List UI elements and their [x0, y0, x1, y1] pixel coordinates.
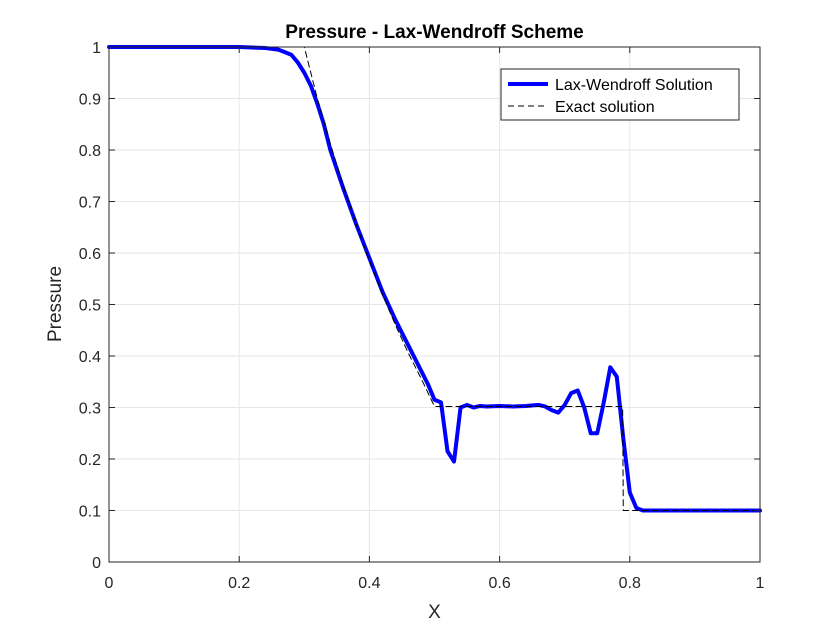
legend-box [500, 68, 740, 121]
y-tick-label: 0.9 [79, 92, 101, 109]
x-axis-label: X [428, 602, 441, 623]
y-axis: 0 0.1 0.2 0.3 0.4 0.5 0.6 0.7 0.8 0.9 1 [79, 40, 760, 572]
y-tick-label: 0.3 [79, 401, 101, 418]
series-layer [107, 45, 762, 513]
x-tick-label: 0.8 [619, 575, 641, 592]
y-tick-label: 0.6 [79, 246, 101, 263]
x-tick-label: 0.2 [228, 575, 250, 592]
y-tick-label: 0.1 [79, 504, 101, 521]
y-tick-label: 0 [92, 555, 101, 572]
y-tick-label: 1 [92, 40, 101, 57]
legend-label-lax-wendroff: Lax-Wendroff Solution [555, 77, 713, 94]
legend-label-exact-solution: Exact solution [555, 99, 655, 116]
legend: Lax-Wendroff Solution Exact solution [500, 68, 740, 121]
y-tick-label: 0.7 [79, 195, 101, 212]
x-tick-label: 1 [756, 575, 765, 592]
y-tick-label: 0.5 [79, 298, 101, 315]
grid-lines [109, 47, 760, 562]
y-tick-label: 0.4 [79, 349, 101, 366]
chart-title: Pressure - Lax-Wendroff Scheme [285, 22, 583, 43]
lax-wendroff-solution-line [107, 45, 762, 513]
exact-solution-line [108, 46, 761, 511]
x-axis: 0 0.2 0.4 0.6 0.8 1 [105, 47, 765, 592]
x-tick-label: 0.6 [488, 575, 510, 592]
x-tick-label: 0 [105, 575, 114, 592]
x-tick-label: 0.4 [358, 575, 380, 592]
y-axis-label: Pressure [45, 266, 66, 342]
y-tick-label: 0.2 [79, 452, 101, 469]
y-tick-label: 0.8 [79, 143, 101, 160]
